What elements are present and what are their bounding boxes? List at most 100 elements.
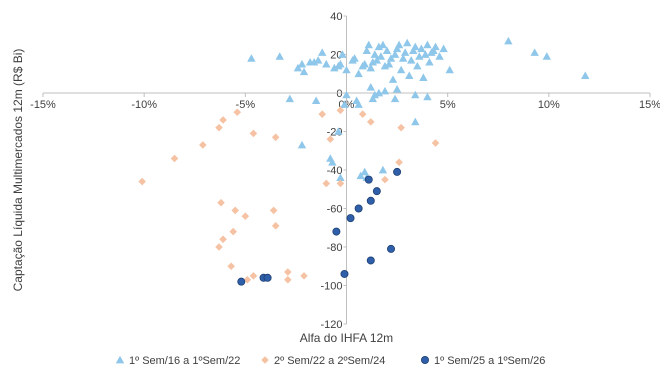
point-series-2 bbox=[318, 110, 327, 118]
y-tick-label: -120 bbox=[320, 319, 342, 331]
point-series-3 bbox=[354, 204, 363, 213]
x-tick-label: 5% bbox=[440, 99, 456, 111]
point-series-1 bbox=[338, 50, 347, 58]
x-tick-label: -5% bbox=[236, 99, 256, 111]
point-series-1 bbox=[394, 40, 404, 49]
x-tick-labels: -15%-10%-5%0%5%10%15% bbox=[30, 93, 660, 111]
point-series-3 bbox=[387, 244, 396, 253]
point-series-2 bbox=[271, 133, 280, 142]
point-series-1 bbox=[380, 61, 390, 70]
x-tick-label: -15% bbox=[30, 99, 56, 111]
point-series-1 bbox=[411, 42, 420, 51]
point-series-1 bbox=[342, 65, 351, 74]
point-series-2 bbox=[249, 129, 258, 138]
point-series-1 bbox=[370, 50, 380, 58]
y-tick-label: 20 bbox=[330, 50, 342, 62]
point-series-1 bbox=[581, 71, 590, 80]
point-series-3 bbox=[393, 167, 402, 176]
point-series-1 bbox=[409, 46, 418, 55]
legend: 1º Sem/16 a 1ºSem/22 2º Sem/22 a 2ºSem/24… bbox=[115, 355, 545, 367]
point-series-1 bbox=[285, 94, 295, 103]
x-tick-label: 10% bbox=[538, 99, 560, 111]
point-series-1 bbox=[423, 92, 432, 101]
point-series-1 bbox=[311, 96, 321, 105]
point-series-1 bbox=[336, 59, 345, 68]
point-series-3 bbox=[346, 214, 355, 223]
point-series-1 bbox=[354, 69, 363, 78]
point-series-1 bbox=[439, 44, 448, 53]
point-series-2 bbox=[336, 179, 345, 188]
point-series-2 bbox=[229, 227, 237, 236]
point-series-2 bbox=[366, 118, 375, 126]
point-series-2 bbox=[326, 135, 335, 143]
legend-label: 2º Sem/22 a 2ºSem/24 bbox=[274, 355, 385, 367]
y-tick-label: -100 bbox=[320, 281, 342, 293]
point-series-1 bbox=[368, 94, 378, 103]
point-series-1 bbox=[360, 59, 369, 68]
point-series-3 bbox=[364, 175, 373, 184]
legend-marker bbox=[420, 355, 429, 364]
point-series-1 bbox=[378, 165, 388, 174]
point-series-1 bbox=[384, 59, 394, 68]
point-series-2 bbox=[269, 206, 278, 215]
point-series-2 bbox=[217, 198, 225, 207]
legend-label: 1º Sem/16 a 1ºSem/22 bbox=[129, 355, 240, 367]
point-series-1 bbox=[354, 100, 363, 108]
point-series-1 bbox=[330, 63, 339, 72]
legend-marker bbox=[261, 356, 269, 364]
point-series-1 bbox=[342, 90, 351, 99]
x-axis-title: Alfa do IHFA 12m bbox=[300, 331, 393, 345]
point-series-1 bbox=[398, 54, 408, 62]
point-series-2 bbox=[284, 268, 292, 276]
point-series-2 bbox=[227, 262, 235, 271]
point-series-1 bbox=[425, 58, 434, 66]
point-series-1 bbox=[405, 71, 414, 80]
point-series-1 bbox=[376, 52, 386, 60]
legend-marker bbox=[115, 355, 125, 364]
point-series-3 bbox=[237, 277, 246, 286]
point-series-1 bbox=[328, 158, 337, 166]
point-series-1 bbox=[368, 58, 378, 66]
y-axis-title: Captação Líquida Multimercados 12m (R$ B… bbox=[11, 49, 25, 292]
point-series-1 bbox=[313, 56, 323, 64]
point-series-1 bbox=[419, 73, 428, 81]
point-series-1 bbox=[431, 42, 440, 51]
point-series-1 bbox=[411, 117, 420, 126]
point-series-1 bbox=[421, 50, 430, 58]
point-series-1 bbox=[350, 54, 359, 62]
point-series-2 bbox=[336, 106, 345, 115]
x-tick-label: 15% bbox=[639, 99, 660, 111]
point-series-1 bbox=[334, 127, 343, 135]
y-tick-label: -60 bbox=[327, 204, 343, 216]
legend-label: 1º Sem/25 a 1ºSem/26 bbox=[434, 355, 545, 367]
y-tick-label: 40 bbox=[330, 11, 342, 23]
point-series-2 bbox=[231, 206, 240, 215]
point-series-2 bbox=[215, 243, 223, 251]
y-tick-label: 0 bbox=[336, 88, 342, 100]
point-series-1 bbox=[378, 40, 388, 49]
point-series-2 bbox=[170, 154, 179, 163]
point-series-2 bbox=[138, 177, 146, 186]
point-series-2 bbox=[215, 123, 223, 132]
point-series-1 bbox=[423, 40, 432, 49]
point-series-2 bbox=[219, 235, 227, 244]
point-series-2 bbox=[322, 179, 331, 188]
point-series-1 bbox=[530, 48, 539, 56]
point-series-1 bbox=[396, 65, 406, 74]
point-series-3 bbox=[332, 227, 341, 236]
point-series-2 bbox=[271, 222, 280, 230]
point-series-1 bbox=[388, 75, 398, 83]
point-series-1 bbox=[374, 42, 384, 51]
point-series-1 bbox=[247, 54, 256, 62]
point-series-1 bbox=[362, 46, 371, 55]
point-series-1 bbox=[364, 40, 373, 49]
data-points bbox=[138, 36, 590, 286]
point-series-1 bbox=[318, 48, 327, 56]
point-series-1 bbox=[400, 48, 410, 56]
point-series-2 bbox=[233, 108, 242, 117]
point-series-1 bbox=[309, 58, 319, 66]
point-series-2 bbox=[284, 275, 292, 284]
point-series-1 bbox=[386, 54, 396, 62]
